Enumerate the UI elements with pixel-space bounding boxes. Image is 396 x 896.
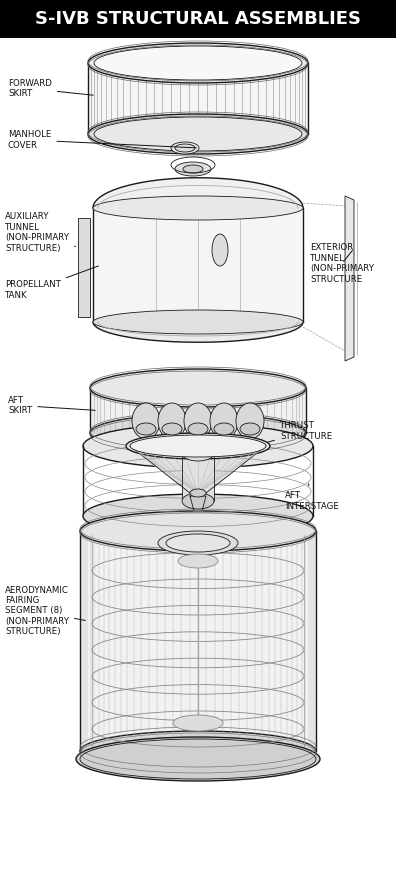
Ellipse shape [210,403,238,439]
Ellipse shape [83,424,313,468]
Ellipse shape [190,489,206,497]
Polygon shape [78,218,90,317]
Text: FORWARD
SKIRT: FORWARD SKIRT [8,79,93,99]
Text: AUXILIARY
TUNNEL
(NON-PRIMARY
STRUCTURE): AUXILIARY TUNNEL (NON-PRIMARY STRUCTURE) [5,212,75,253]
Ellipse shape [76,737,320,781]
Ellipse shape [214,423,234,435]
Ellipse shape [184,403,212,439]
Text: S-IVB STRUCTURAL ASSEMBLIES: S-IVB STRUCTURAL ASSEMBLIES [35,10,361,28]
Ellipse shape [171,142,199,154]
Polygon shape [182,451,214,501]
Text: PROPELLANT
TANK: PROPELLANT TANK [5,266,98,299]
Polygon shape [93,177,303,208]
Ellipse shape [166,534,230,552]
Polygon shape [190,496,206,511]
Ellipse shape [80,731,316,771]
Polygon shape [93,208,303,322]
Ellipse shape [90,414,306,452]
Ellipse shape [173,715,223,731]
Text: MANHOLE
COVER: MANHOLE COVER [8,130,196,150]
Ellipse shape [175,144,195,152]
Ellipse shape [94,46,302,80]
Ellipse shape [178,554,218,568]
Ellipse shape [90,369,306,407]
Ellipse shape [180,441,216,461]
Ellipse shape [236,403,264,439]
Ellipse shape [88,114,308,154]
Ellipse shape [212,234,228,266]
Ellipse shape [130,435,266,457]
Ellipse shape [175,162,211,176]
Text: AERODYNAMIC
FAIRING
SEGMENT (8)
(NON-PRIMARY
STRUCTURE): AERODYNAMIC FAIRING SEGMENT (8) (NON-PRI… [5,586,85,636]
Bar [0,0,396,38]
Text: AFT
SKIRT: AFT SKIRT [8,396,95,415]
Polygon shape [90,388,306,433]
Polygon shape [130,446,266,493]
Ellipse shape [188,423,208,435]
Ellipse shape [93,196,303,220]
Polygon shape [345,196,354,361]
Ellipse shape [240,423,260,435]
Text: THRUST
STRUCTURE: THRUST STRUCTURE [268,421,332,443]
Ellipse shape [94,117,302,151]
Polygon shape [88,63,308,134]
Ellipse shape [158,403,186,439]
Text: AFT
INTERSTAGE: AFT INTERSTAGE [285,484,339,511]
Ellipse shape [132,403,160,439]
Text: EXTERIOR
TUNNEL
(NON-PRIMARY
STRUCTURE: EXTERIOR TUNNEL (NON-PRIMARY STRUCTURE [310,244,374,284]
Ellipse shape [88,43,308,83]
Polygon shape [80,531,316,751]
Ellipse shape [183,165,203,173]
Ellipse shape [158,531,238,555]
Polygon shape [93,322,303,342]
Ellipse shape [182,493,214,509]
Ellipse shape [80,511,316,551]
Ellipse shape [162,423,182,435]
Ellipse shape [126,433,270,459]
Ellipse shape [136,423,156,435]
Ellipse shape [93,310,303,334]
Ellipse shape [83,494,313,538]
